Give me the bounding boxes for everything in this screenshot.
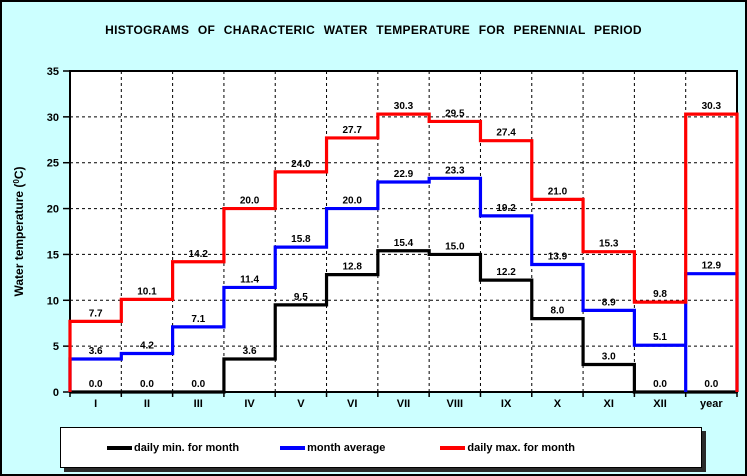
- y-axis-label: Water temperature (0C): [12, 166, 26, 296]
- value-label: 7.7: [89, 308, 103, 319]
- y-tick-label: 5: [53, 341, 59, 353]
- x-category-label: II: [144, 398, 150, 410]
- value-label: 3.0: [602, 351, 616, 362]
- value-label: 12.8: [342, 262, 362, 273]
- legend-label-month-average: month average: [307, 441, 386, 454]
- value-label: 27.4: [496, 128, 516, 139]
- x-category-label: I: [94, 398, 97, 410]
- value-label: 12.2: [496, 267, 516, 278]
- legend-item-daily-min: daily min. for month: [107, 442, 239, 454]
- x-category-label: V: [297, 398, 305, 410]
- value-label: 30.3: [394, 101, 414, 112]
- x-category-label: III: [194, 398, 203, 410]
- legend-item-month-average: month average: [280, 442, 385, 454]
- value-label: 5.1: [653, 332, 667, 343]
- value-label: 30.3: [702, 101, 722, 112]
- value-label: 23.3: [445, 165, 465, 176]
- value-label: 13.9: [548, 252, 568, 263]
- value-label: 10.1: [137, 286, 157, 297]
- value-label: 20.0: [240, 196, 260, 207]
- value-label: 15.0: [445, 241, 465, 252]
- value-label: 0.0: [704, 379, 718, 390]
- y-tick-label: 15: [47, 249, 59, 261]
- value-label: 9.8: [653, 289, 667, 300]
- value-label: 0.0: [140, 379, 154, 390]
- value-label: 15.8: [291, 234, 311, 245]
- value-label: 15.4: [394, 238, 414, 249]
- value-label: 3.6: [243, 346, 257, 357]
- y-tick-label: 0: [53, 387, 59, 399]
- chart-title: HISTOGRAMS OF CHARACTERIC WATER TEMPERAT…: [105, 23, 642, 37]
- series-line-daily-min-for-month: [70, 249, 737, 394]
- value-label: 8.9: [602, 297, 616, 308]
- legend-label-daily-min: daily min. for month: [134, 441, 240, 454]
- x-category-label: VI: [347, 398, 357, 410]
- y-tick-label: 30: [47, 112, 59, 124]
- x-category-label: year: [700, 398, 723, 410]
- value-label: 3.6: [89, 346, 103, 357]
- series-line-month-average: [68, 176, 739, 392]
- value-label: 12.9: [702, 261, 722, 272]
- legend: daily min. for month month average daily…: [60, 427, 702, 468]
- value-label: 7.1: [191, 314, 205, 325]
- value-label: 9.5: [294, 292, 308, 303]
- value-label: 0.0: [653, 379, 667, 390]
- value-label: 4.2: [140, 340, 154, 351]
- value-label: 8.0: [550, 306, 564, 317]
- y-tick-label: 35: [47, 66, 59, 78]
- y-tick-label: 20: [47, 204, 59, 216]
- legend-item-daily-max: daily max. for month: [440, 442, 575, 454]
- value-label: 22.9: [394, 169, 414, 180]
- value-label: 27.7: [342, 125, 362, 136]
- legend-swatch-daily-max: [440, 445, 466, 450]
- legend-swatch-month-average: [280, 445, 306, 450]
- value-label: 15.3: [599, 239, 619, 250]
- y-tick-label: 10: [47, 295, 59, 307]
- x-category-label: VII: [397, 398, 410, 410]
- value-label: 19.2: [496, 203, 516, 214]
- x-category-label: X: [554, 398, 562, 410]
- value-label: 0.0: [89, 379, 103, 390]
- value-label: 29.5: [445, 108, 465, 119]
- x-category-label: IX: [501, 398, 512, 410]
- value-label: 11.4: [240, 274, 259, 285]
- value-label: 21.0: [548, 186, 568, 197]
- y-tick-label: 25: [47, 158, 59, 170]
- x-category-label: VIII: [447, 398, 464, 410]
- x-category-label: XI: [604, 398, 614, 410]
- value-label: 24.0: [291, 159, 311, 170]
- legend-swatch-daily-min: [107, 445, 132, 450]
- series-line-daily-max-for-month: [68, 112, 739, 392]
- x-category-label: IV: [244, 398, 255, 410]
- legend-label-daily-max: daily max. for month: [467, 441, 575, 454]
- x-category-label: XII: [653, 398, 666, 410]
- value-label: 14.2: [189, 249, 209, 260]
- value-label: 20.0: [342, 196, 362, 207]
- value-label: 0.0: [191, 379, 205, 390]
